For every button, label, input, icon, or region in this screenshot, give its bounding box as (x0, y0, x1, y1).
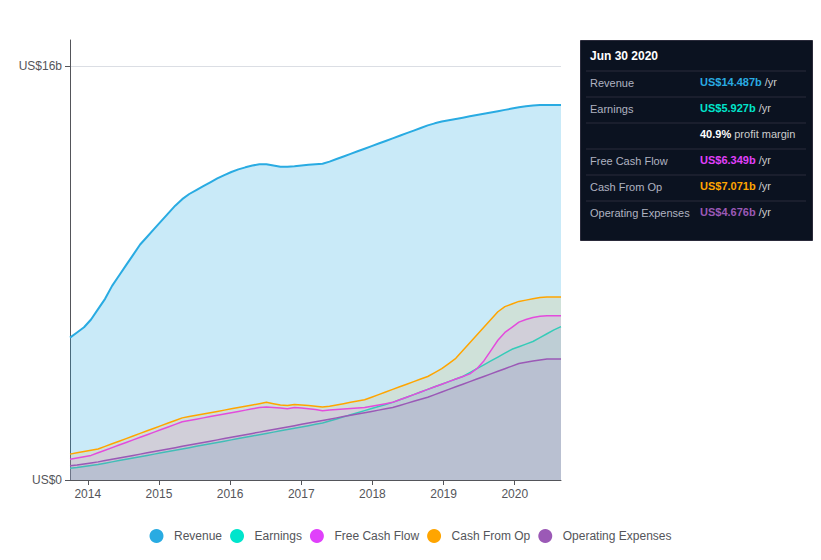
svg-text:/yr: /yr (762, 76, 778, 88)
svg-text:US$14.487b: US$14.487b (700, 76, 762, 88)
svg-text:2016: 2016 (217, 487, 244, 501)
svg-text:Jun 30 2020: Jun 30 2020 (590, 49, 658, 63)
svg-text:Revenue: Revenue (174, 529, 222, 543)
svg-text:2017: 2017 (288, 487, 315, 501)
svg-text:Revenue: Revenue (590, 77, 634, 89)
svg-text:2015: 2015 (146, 487, 173, 501)
svg-text:Operating Expenses: Operating Expenses (563, 529, 672, 543)
svg-text:/yr: /yr (756, 102, 772, 114)
svg-text:/yr: /yr (756, 180, 772, 192)
svg-text:/yr: /yr (756, 206, 772, 218)
svg-text:/yr: /yr (756, 154, 772, 166)
svg-text:2018: 2018 (359, 487, 386, 501)
svg-text:US$4.676b: US$4.676b (700, 206, 756, 218)
svg-text:Cash From Op: Cash From Op (590, 181, 662, 193)
svg-text:Free Cash Flow: Free Cash Flow (334, 529, 419, 543)
svg-text:2019: 2019 (430, 487, 457, 501)
svg-text:2020: 2020 (501, 487, 528, 501)
svg-text:Earnings: Earnings (590, 103, 634, 115)
svg-text:Free Cash Flow: Free Cash Flow (590, 155, 668, 167)
svg-text:US$6.349b: US$6.349b (700, 154, 756, 166)
svg-text:Cash From Op: Cash From Op (452, 529, 531, 543)
svg-text:Earnings: Earnings (255, 529, 302, 543)
svg-text:40.9%: 40.9% (700, 128, 731, 140)
svg-text:US$7.071b: US$7.071b (700, 180, 756, 192)
svg-text:US$0: US$0 (32, 473, 62, 487)
svg-text:2014: 2014 (74, 487, 101, 501)
svg-text:US$16b: US$16b (19, 59, 63, 73)
svg-text:US$5.927b: US$5.927b (700, 102, 756, 114)
svg-text:profit margin: profit margin (731, 128, 795, 140)
svg-text:Operating Expenses: Operating Expenses (590, 207, 690, 219)
